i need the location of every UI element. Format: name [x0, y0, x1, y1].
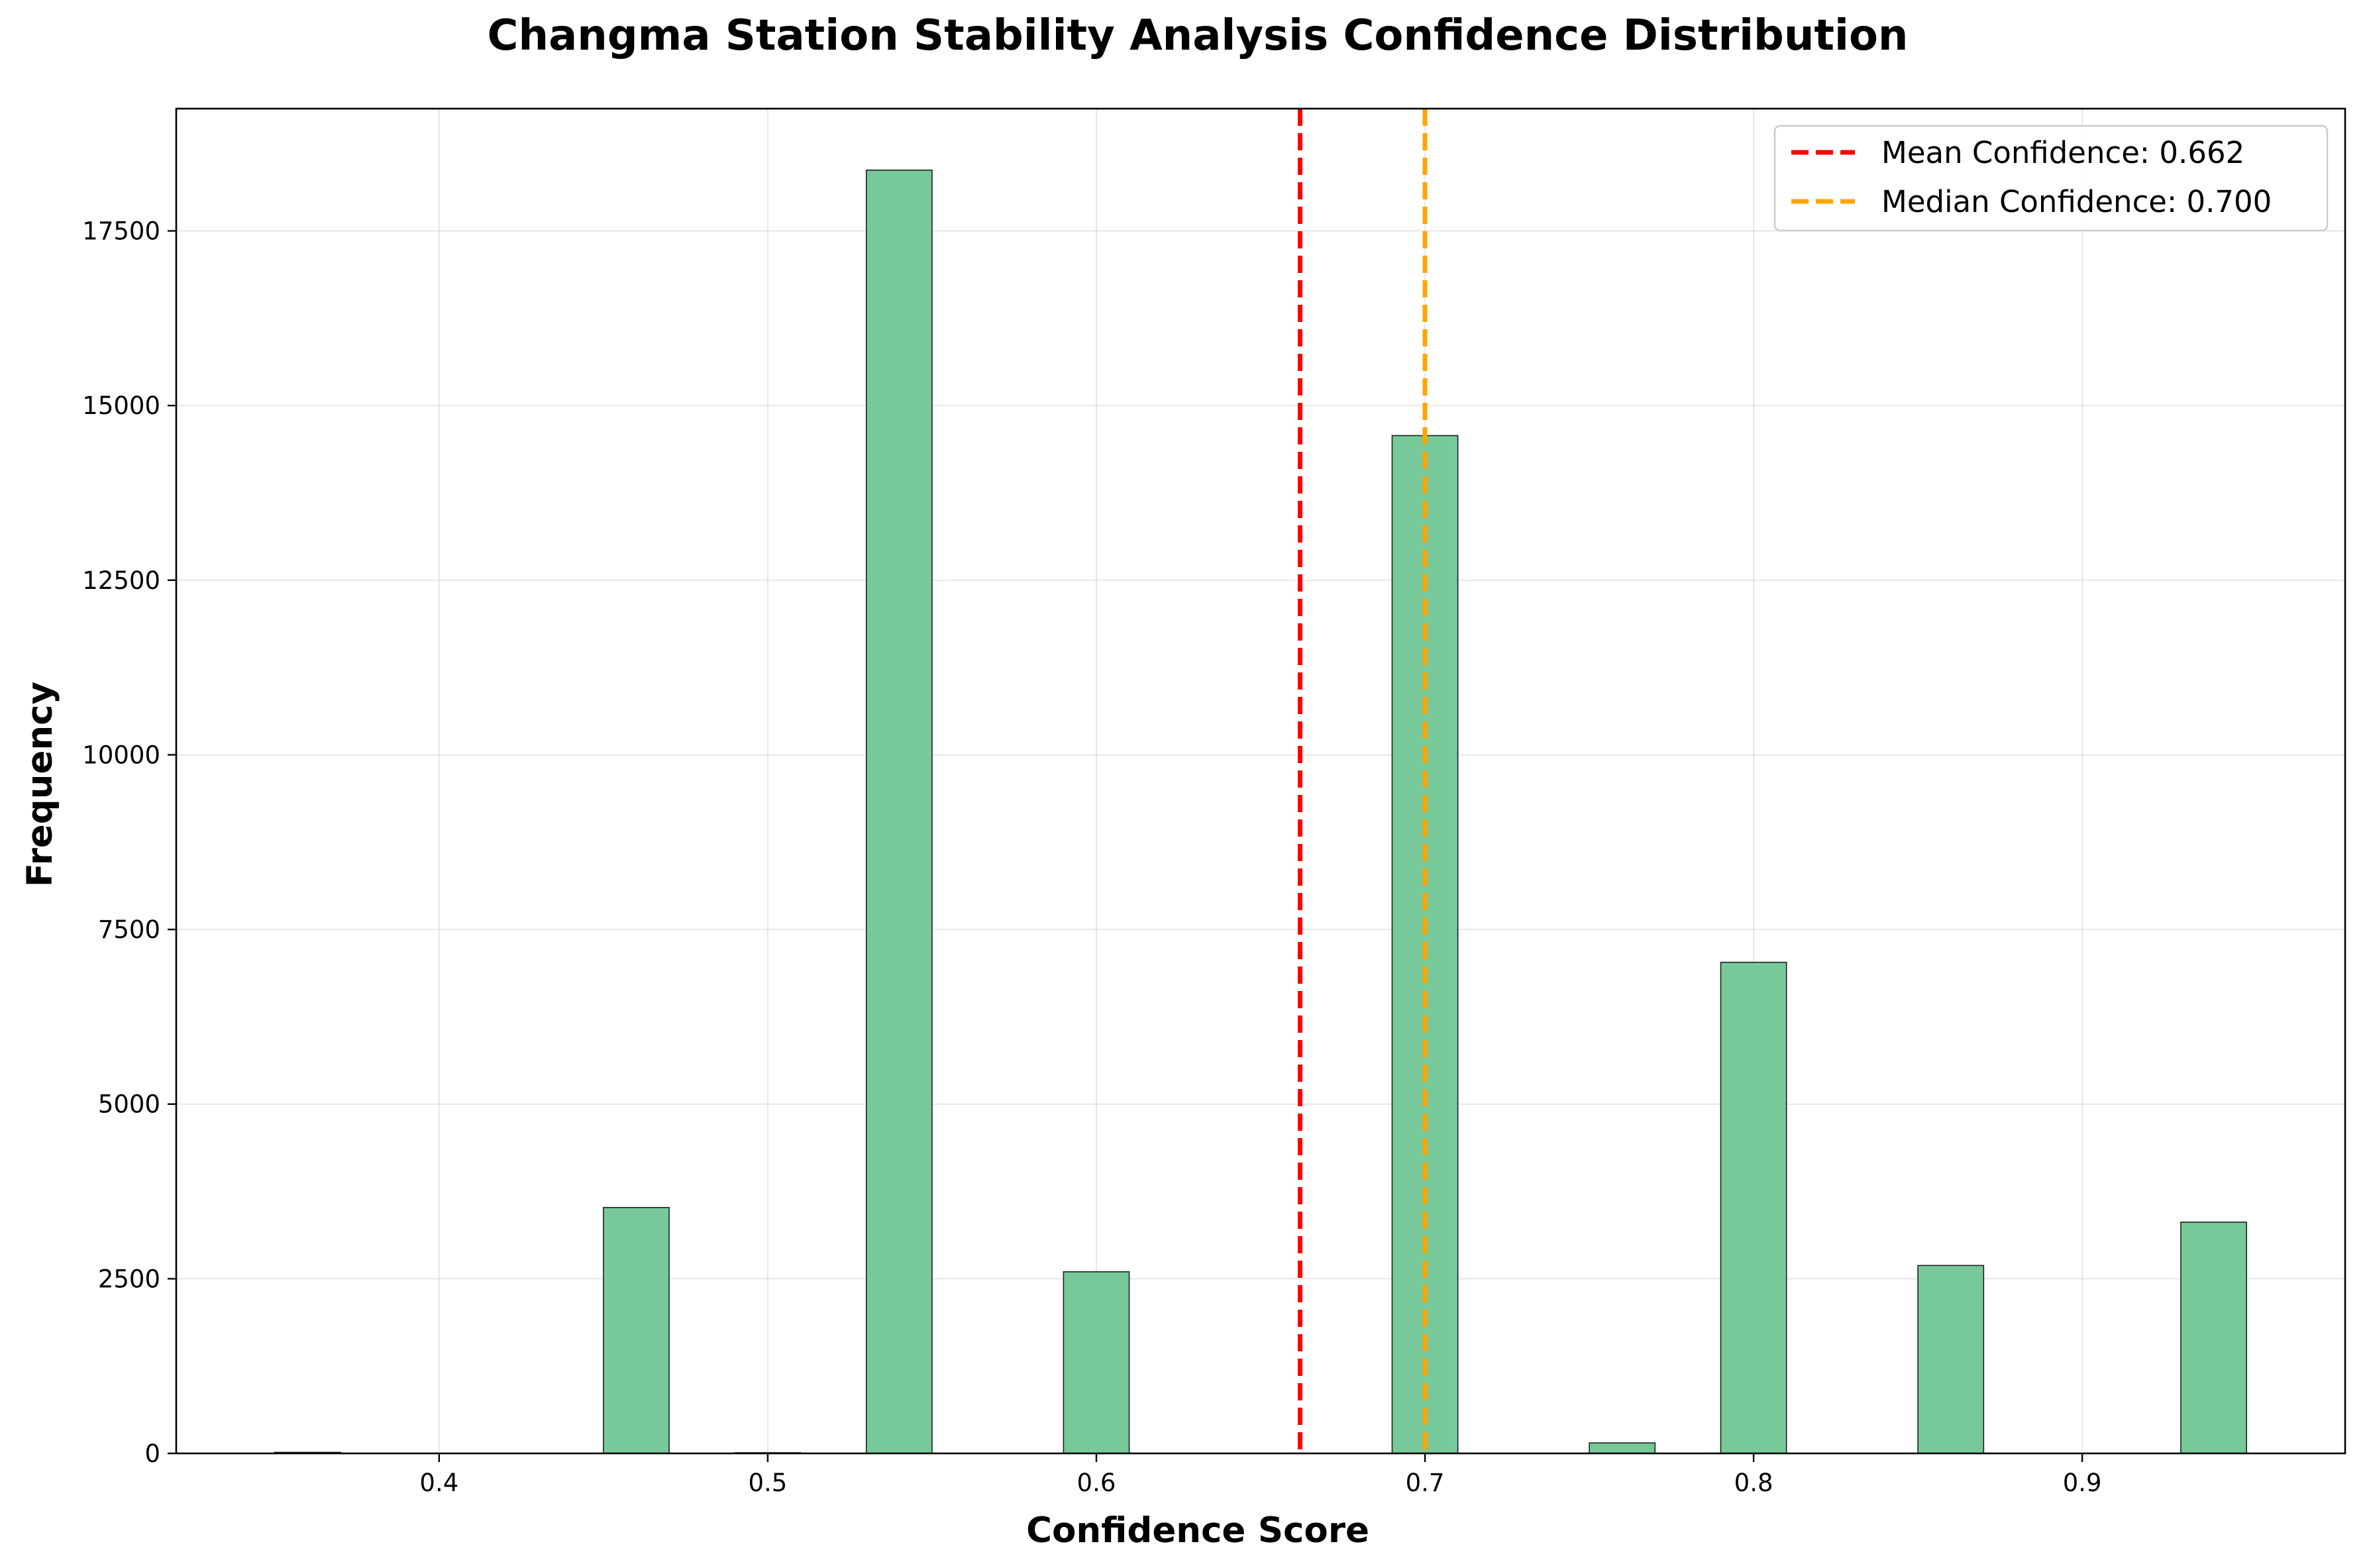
- histogram-bar: [1917, 1265, 1985, 1454]
- grid-lines: [176, 109, 2345, 1454]
- legend-mean-label: Mean Confidence: 0.662: [1881, 135, 2244, 170]
- y-tick-label: 10000: [82, 741, 160, 769]
- x-axis-label: Confidence Score: [1026, 1510, 1369, 1551]
- axis-ticks: 0.4 0.5 0.6 0.7 0.8 0.9 0 2500 5000 7500 10000 1250…: [82, 217, 2101, 1497]
- y-tick-label: 0: [144, 1439, 160, 1468]
- y-axis-label: Frequency: [20, 682, 60, 887]
- plot-area-frame: [175, 107, 2346, 1455]
- y-tick-label: 7500: [98, 915, 160, 944]
- histogram-bar: [1589, 1442, 1656, 1454]
- legend-box: [1773, 125, 2329, 232]
- x-tick-label: 0.4: [419, 1469, 458, 1497]
- y-tick-label: 5000: [98, 1090, 160, 1119]
- y-tick-label: 12500: [82, 566, 160, 595]
- legend-median-label: Median Confidence: 0.700: [1881, 184, 2272, 219]
- histogram-bar: [1720, 961, 1787, 1454]
- histogram-bar: [865, 169, 933, 1454]
- histogram-bars: [274, 169, 2247, 1454]
- histogram-bar: [2180, 1222, 2247, 1454]
- x-tick-label: 0.5: [748, 1469, 787, 1497]
- y-tick-label: 15000: [82, 392, 160, 420]
- y-tick-label: 17500: [82, 217, 160, 246]
- histogram-bar: [603, 1207, 670, 1454]
- x-tick-label: 0.7: [1406, 1469, 1445, 1497]
- chart-title: Changma Station Stability Analysis Confi…: [488, 11, 1909, 60]
- y-tick-label: 2500: [98, 1265, 160, 1293]
- x-tick-label: 0.9: [2063, 1469, 2102, 1497]
- reference-lines: [1298, 109, 1428, 1453]
- legend: Mean Confidence: 0.662 Median Confidence:…: [1773, 125, 2329, 232]
- x-tick-label: 0.8: [1734, 1469, 1773, 1497]
- legend-items: Mean Confidence: 0.662 Median Confidence:…: [1791, 135, 2272, 219]
- x-tick-label: 0.6: [1077, 1469, 1116, 1497]
- histogram-bar: [1063, 1271, 1130, 1454]
